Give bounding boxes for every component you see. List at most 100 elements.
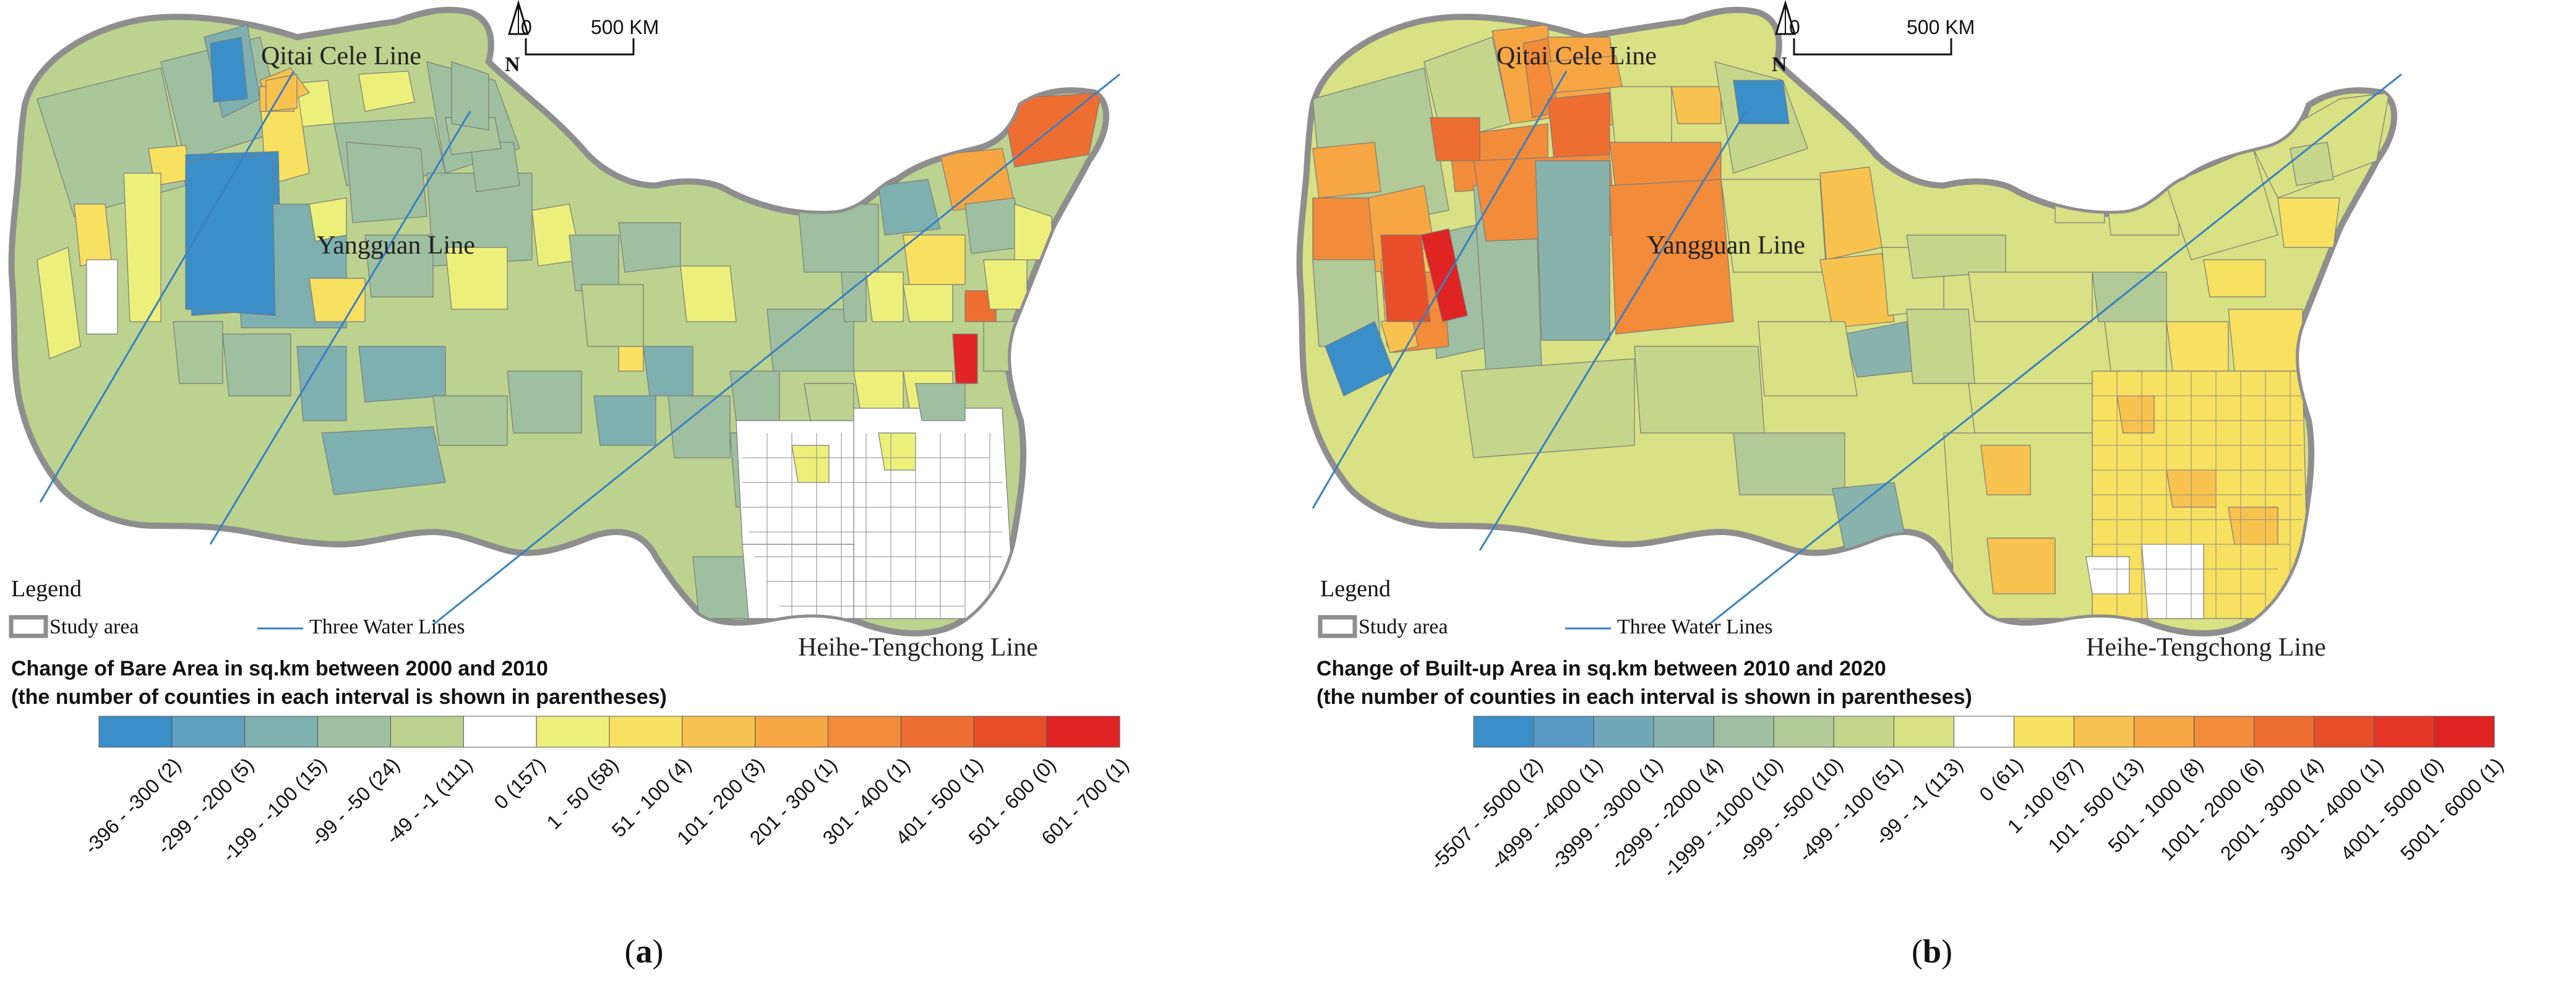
yangguan-label: Yangguan Line	[1647, 231, 1805, 260]
north-arrow-icon: N	[1772, 0, 1797, 76]
heihe-tengchong-label: Heihe-Tengchong Line	[798, 633, 1038, 662]
county-region	[1547, 55, 1623, 93]
county-region	[878, 179, 941, 236]
county-region	[1420, 228, 1468, 322]
county-region	[878, 432, 916, 471]
qitai-cele-label: Qitai Cele Line	[261, 42, 421, 71]
legend-swatch	[2074, 716, 2135, 748]
county-region	[2277, 197, 2340, 248]
county-region	[2104, 321, 2167, 372]
legend-swatch	[1473, 716, 1534, 748]
county-boundaries-east-b	[2092, 371, 2303, 619]
county-region	[346, 142, 427, 223]
legend-title: Legend	[1320, 576, 1391, 602]
panel-caption-b: (b)	[1912, 933, 1952, 970]
county-region	[804, 383, 854, 421]
legend-swatch	[463, 716, 537, 748]
county-region	[507, 371, 582, 434]
heihe-tengchong-line	[1708, 73, 2402, 626]
legend-swatch	[2314, 716, 2375, 748]
heihe-tengchong-label: Heihe-Tengchong Line	[2086, 633, 2326, 662]
yangguan-line	[209, 111, 471, 545]
county-region	[2116, 395, 2155, 434]
map-title-line2: (the number of counties in each interval…	[11, 685, 667, 709]
county-region	[1609, 179, 1734, 335]
county-region	[1906, 309, 1975, 384]
county-region	[581, 284, 644, 347]
study-area-swatch	[9, 615, 48, 638]
legend-swatch	[98, 716, 173, 748]
color-legend-bar-b: -5507 - -5000 (2)-4999 - -4000 (1)-3999 …	[1426, 716, 2507, 882]
county-region	[123, 173, 161, 322]
county-region	[903, 284, 953, 322]
county-region	[593, 395, 656, 446]
county-region	[1819, 253, 1895, 328]
legend-class-label: -4999 - -4000 (1)	[1486, 753, 1607, 874]
county-region	[797, 203, 879, 273]
legend-class-label: 0 (157)	[489, 753, 549, 813]
county-region	[1634, 346, 1765, 434]
legend-class-label: 5001 - 6000 (1)	[2396, 753, 2507, 865]
color-legend-bar-a: -396 - -300 (2)-299 - -200 (5)-199 - -10…	[80, 716, 1133, 867]
legend-swatch	[2134, 716, 2195, 748]
county-region	[74, 203, 112, 267]
legend-class-label: -999 - -500 (10)	[1734, 753, 1847, 867]
legend-class-label: 2001 - 3000 (4)	[2216, 753, 2327, 865]
north-label: N	[1772, 53, 1787, 76]
county-region	[1312, 142, 1381, 199]
county-region	[222, 333, 291, 396]
county-region	[358, 346, 446, 403]
county-region	[2141, 544, 2204, 619]
map-title-line1: Change of Built-up Area in sq.km between…	[1316, 657, 1886, 680]
qitai-cele-line	[39, 71, 295, 503]
legend-swatch	[1046, 716, 1120, 748]
panel-b: Qitai Cele Line Yangguan Line Heihe-Teng…	[1288, 0, 2576, 981]
county-region	[2085, 556, 2130, 594]
legend-swatch	[2374, 716, 2435, 748]
study-area-swatch	[1318, 615, 1357, 638]
county-region	[36, 247, 81, 359]
legend-swatch	[317, 716, 391, 748]
county-boundary	[766, 433, 990, 619]
county-region	[853, 371, 904, 409]
scale-bar: 0 500 KM	[521, 16, 659, 56]
legend-swatch	[1713, 716, 1774, 748]
legend-swatch	[828, 716, 901, 748]
legend-class-label: 4001 - 5000 (0)	[2336, 753, 2447, 865]
water-lines-b	[1312, 71, 2402, 626]
county-region	[358, 71, 415, 112]
county-region	[2166, 321, 2229, 372]
county-region	[210, 36, 248, 103]
legend-swatch	[1533, 716, 1594, 748]
county-region	[2228, 309, 2303, 372]
legend-swatch	[171, 716, 246, 748]
county-region	[865, 272, 904, 322]
county-region	[643, 346, 693, 396]
legend-swatch	[2434, 716, 2495, 748]
county-boundaries-east-a	[742, 433, 1002, 619]
legend-class-label: -3999 - -3000 (1)	[1546, 753, 1667, 874]
legend-swatch	[390, 716, 464, 748]
legend-swatch	[536, 716, 610, 748]
legend-swatch	[1953, 716, 2015, 748]
county-region	[841, 272, 867, 322]
county-region	[1430, 117, 1480, 161]
county-region	[680, 265, 737, 322]
county-region	[1968, 272, 2093, 322]
water-lines-label: Three Water Lines	[309, 615, 465, 638]
county-region	[569, 234, 619, 291]
panel-a: Qitai Cele Line Yangguan Line Heihe-Teng…	[8, 0, 1133, 970]
heihe-tengchong-line	[432, 73, 1120, 626]
county-region	[903, 234, 966, 285]
scale-start-label: 0	[521, 16, 532, 38]
legend-class-label: -5507 - -5000 (2)	[1426, 753, 1547, 874]
legend-class-label: -2999 - -2000 (4)	[1606, 753, 1727, 874]
scale-start-label: 0	[1789, 16, 1800, 38]
legend-swatch	[2014, 716, 2075, 748]
county-region	[1980, 445, 2031, 495]
study-area-label: Study area	[1359, 615, 1448, 638]
county-boundary	[2116, 371, 2291, 619]
county-region	[668, 395, 731, 458]
legend-class-label: 1001 - 2000 (6)	[2156, 753, 2267, 865]
county-region	[445, 247, 508, 310]
